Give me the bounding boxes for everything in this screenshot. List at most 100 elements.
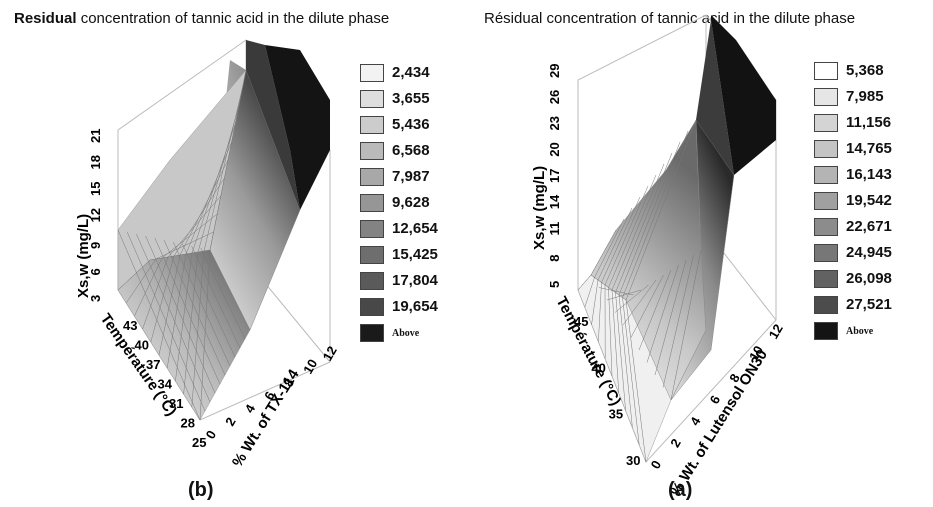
z-tick-label: 29: [547, 64, 562, 78]
z-tick-label: 12: [88, 208, 103, 222]
legend-label: 27,521: [846, 296, 892, 313]
x-tick-label: 12: [320, 343, 340, 363]
legend-swatch: [360, 90, 384, 108]
legend-swatch: [814, 244, 838, 262]
z-tick-label: 14: [547, 194, 562, 209]
legend-label: Above: [392, 328, 420, 339]
z-axis-label-a: Xs,w (mg/L): [531, 166, 548, 250]
legend-label: 19,654: [392, 298, 438, 315]
z-tick-label: 21: [88, 129, 103, 143]
x-tick-label: 2: [222, 415, 239, 429]
x-tick-label: 12: [766, 321, 786, 341]
title-rest-b: concentration of tannic acid in the dilu…: [76, 10, 390, 27]
legend-swatch: [360, 168, 384, 186]
legend-label: 5,436: [392, 116, 430, 133]
y-tick-label: 30: [626, 453, 640, 468]
x-tick-label: 10: [746, 343, 766, 363]
legend-label: 11,156: [846, 114, 892, 131]
legend-swatch: [360, 246, 384, 264]
y-tick-label: 40: [591, 360, 605, 375]
z-tick-label: 3: [88, 295, 103, 302]
y-tick-label: 25: [192, 435, 206, 450]
y-tick-label: 34: [158, 377, 173, 392]
y-tick-label: 28: [181, 416, 195, 431]
legend-swatch: [814, 218, 838, 236]
legend-label: 2,434: [392, 64, 430, 81]
z-ticks-a: 29 26 23 20 17 14 11 8 5: [547, 64, 562, 288]
z-tick-label: 11: [547, 222, 562, 236]
y-tick-label: 43: [123, 318, 137, 333]
z-tick-label: 17: [547, 169, 562, 183]
legend-label: 24,945: [846, 244, 892, 261]
panel-caption-b: (b): [188, 479, 214, 501]
legend-swatch: [360, 272, 384, 290]
legend-label: 26,098: [846, 270, 892, 287]
z-axis-label-b: Xs,w (mg/L): [75, 214, 92, 298]
legend-label: 7,987: [392, 168, 430, 185]
z-tick-label: 5: [547, 281, 562, 288]
x-tick-label: 4: [242, 401, 259, 415]
x-axis-label-b: % Wt. of TX-114: [229, 366, 303, 470]
x-tick-label: 2: [667, 436, 684, 450]
panel-caption-a: (a): [668, 479, 693, 501]
legend-label: 16,143: [846, 166, 892, 183]
legend-label: 17,804: [392, 272, 438, 289]
legend-swatch: [814, 62, 838, 80]
z-tick-label: 9: [88, 242, 103, 249]
legend-swatch: [814, 114, 838, 132]
x-tick-label: 4: [687, 414, 704, 428]
surface-mesh-b: [117, 69, 251, 421]
z-tick-label: 26: [547, 90, 562, 104]
x-tick-label: 0: [648, 458, 665, 472]
legend-swatch: [360, 194, 384, 212]
legend-label: Above: [846, 326, 874, 337]
legend-label: 14,765: [846, 140, 892, 157]
legend-swatch: [814, 88, 838, 106]
y-tick-label: 45: [574, 314, 588, 329]
legend-label: 19,542: [846, 192, 892, 209]
legend-swatch: [360, 220, 384, 238]
legend-label: 6,568: [392, 142, 430, 159]
legend-label: 12,654: [392, 220, 438, 237]
legend-swatch: [814, 270, 838, 288]
legend-label: 5,368: [846, 62, 884, 79]
legend-swatch: [814, 192, 838, 210]
legend-swatch: [814, 296, 838, 314]
surface-b: [117, 40, 330, 421]
y-tick-label: 31: [169, 396, 183, 411]
z-tick-label: 15: [88, 182, 103, 196]
z-tick-label: 6: [88, 268, 103, 275]
legend-label: 9,628: [392, 194, 430, 211]
z-tick-label: 23: [547, 116, 562, 130]
title-bold-b: Residual: [14, 10, 77, 27]
legend-label: 22,671: [846, 218, 892, 235]
y-tick-label: 35: [609, 407, 623, 422]
z-ticks-b: 21 18 15 12 9 6 3: [88, 129, 103, 302]
legend-swatch: [814, 166, 838, 184]
legend-label: 3,655: [392, 90, 430, 107]
chart-title-b: Residual concentration of tannic acid in…: [14, 10, 389, 27]
legend-label: 15,425: [392, 246, 438, 263]
z-tick-label: 20: [547, 142, 562, 156]
legend-swatch: [360, 324, 384, 342]
legend-swatch: [814, 140, 838, 158]
legend-swatch: [360, 116, 384, 134]
legend-swatch: [360, 142, 384, 160]
y-tick-label: 40: [135, 338, 149, 353]
z-tick-label: 18: [88, 155, 103, 169]
legend-swatch: [360, 298, 384, 316]
title-rest-a: Résidual concentration of tannic acid in…: [484, 10, 856, 27]
y-ticks-a: 45 40 35 30: [574, 314, 640, 468]
x-tick-label: 10: [300, 356, 320, 376]
z-tick-label: 8: [547, 255, 562, 262]
chart-title-a: Résidual concentration of tannic acid in…: [484, 10, 855, 27]
legend-label: 7,985: [846, 88, 884, 105]
chart-panel-a: Résidual concentration of tannic acid in…: [466, 0, 933, 507]
surface-mesh-a: [577, 119, 702, 463]
chart-panel-b: Residual concentration of tannic acid in…: [0, 0, 466, 507]
legend-swatch: [360, 64, 384, 82]
y-tick-label: 37: [146, 357, 160, 372]
y-ticks-b: 43 40 37 34 31 28 25: [123, 318, 206, 450]
